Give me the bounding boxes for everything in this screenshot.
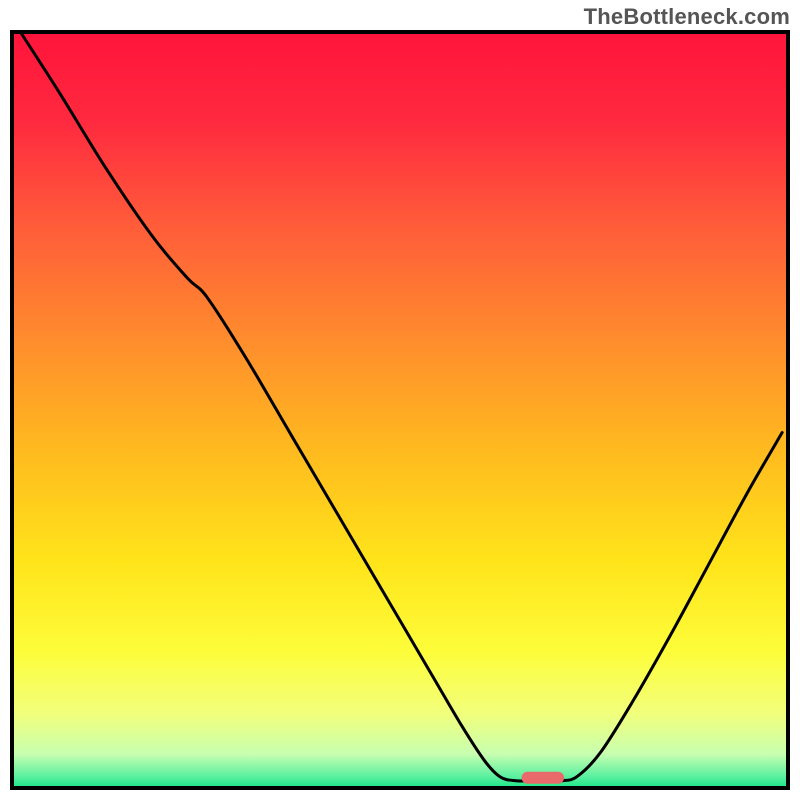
optimal-marker — [522, 772, 564, 784]
watermark-label: TheBottleneck.com — [584, 4, 790, 30]
chart-container: TheBottleneck.com — [0, 0, 800, 800]
chart-plot-area — [10, 30, 790, 790]
gradient-background — [12, 32, 788, 788]
chart-svg — [10, 30, 790, 790]
